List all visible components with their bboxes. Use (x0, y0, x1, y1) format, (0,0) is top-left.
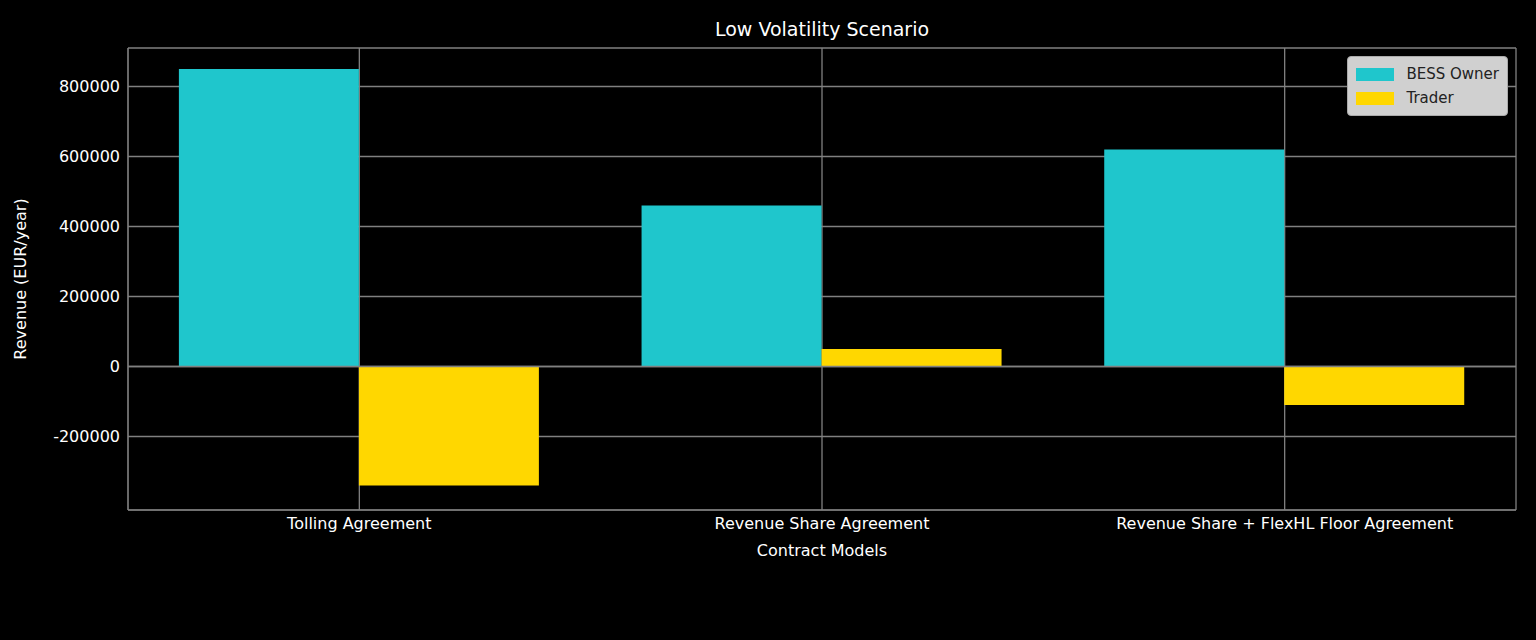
html-text:BESS Owner: BESS Owner (1406, 65, 1499, 83)
svg-text:Revenue Share Agreement: Revenue Share Agreement (715, 514, 930, 533)
svg-text:-200000: -200000 (53, 427, 120, 446)
svg-text:Tolling Agreement: Tolling Agreement (286, 514, 431, 533)
svg-text:600000: 600000 (59, 147, 120, 166)
svg-text:Revenue Share + FlexHL Floor A: Revenue Share + FlexHL Floor Agreement (1116, 514, 1453, 533)
svg-text:Contract Models: Contract Models (757, 541, 887, 560)
svg-text:Revenue (EUR/year): Revenue (EUR/year) (11, 198, 30, 359)
html-text:Low Volatility Scenario: Low Volatility Scenario (714, 18, 930, 40)
svg-text:0: 0 (110, 357, 120, 376)
html-text:Trader: Trader (1406, 89, 1454, 107)
svg-text:800000: 800000 (59, 77, 120, 96)
svg-text:400000: 400000 (59, 217, 120, 236)
svg-text:200000: 200000 (59, 287, 120, 306)
